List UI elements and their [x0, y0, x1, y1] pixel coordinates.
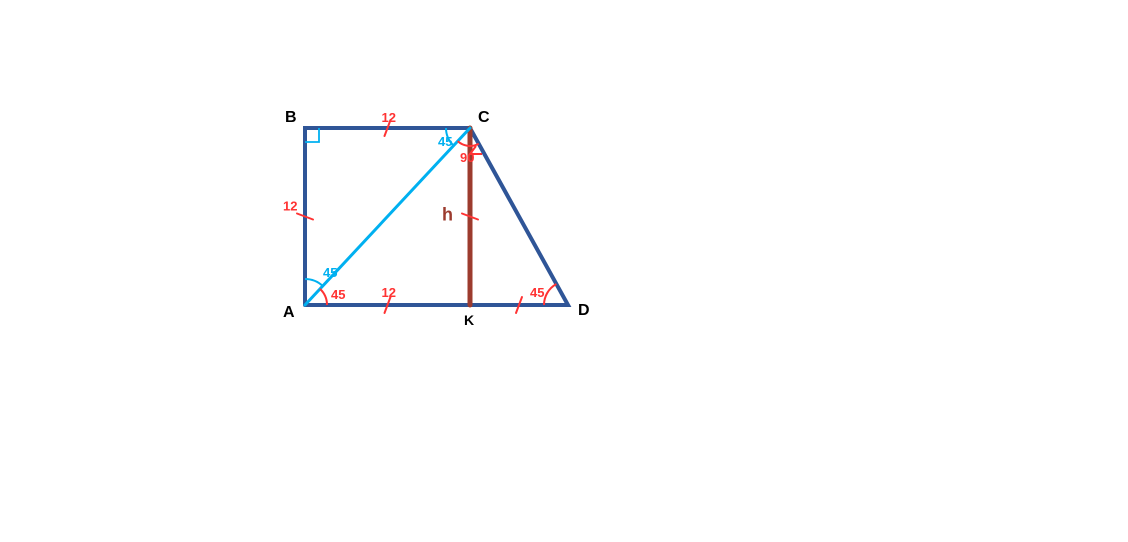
label-text: B: [285, 109, 297, 126]
canvas-bg: [0, 0, 1128, 542]
label-text: A: [283, 304, 295, 321]
label-text: 45: [438, 134, 452, 149]
label-text: 12: [382, 110, 396, 125]
label-text: D: [578, 302, 590, 319]
label-text: h: [442, 205, 453, 225]
label-text: 45: [323, 265, 337, 280]
label-text: 90: [460, 150, 474, 165]
label-text: K: [464, 312, 474, 328]
geometry-diagram: A B C D K 12 12 12 45 45 45 90 45 h: [0, 0, 1128, 542]
label-text: 12: [283, 199, 297, 214]
label-text: 45: [530, 285, 544, 300]
label-text: C: [478, 109, 490, 126]
label-text: 12: [382, 285, 396, 300]
label-text: 45: [331, 287, 345, 302]
